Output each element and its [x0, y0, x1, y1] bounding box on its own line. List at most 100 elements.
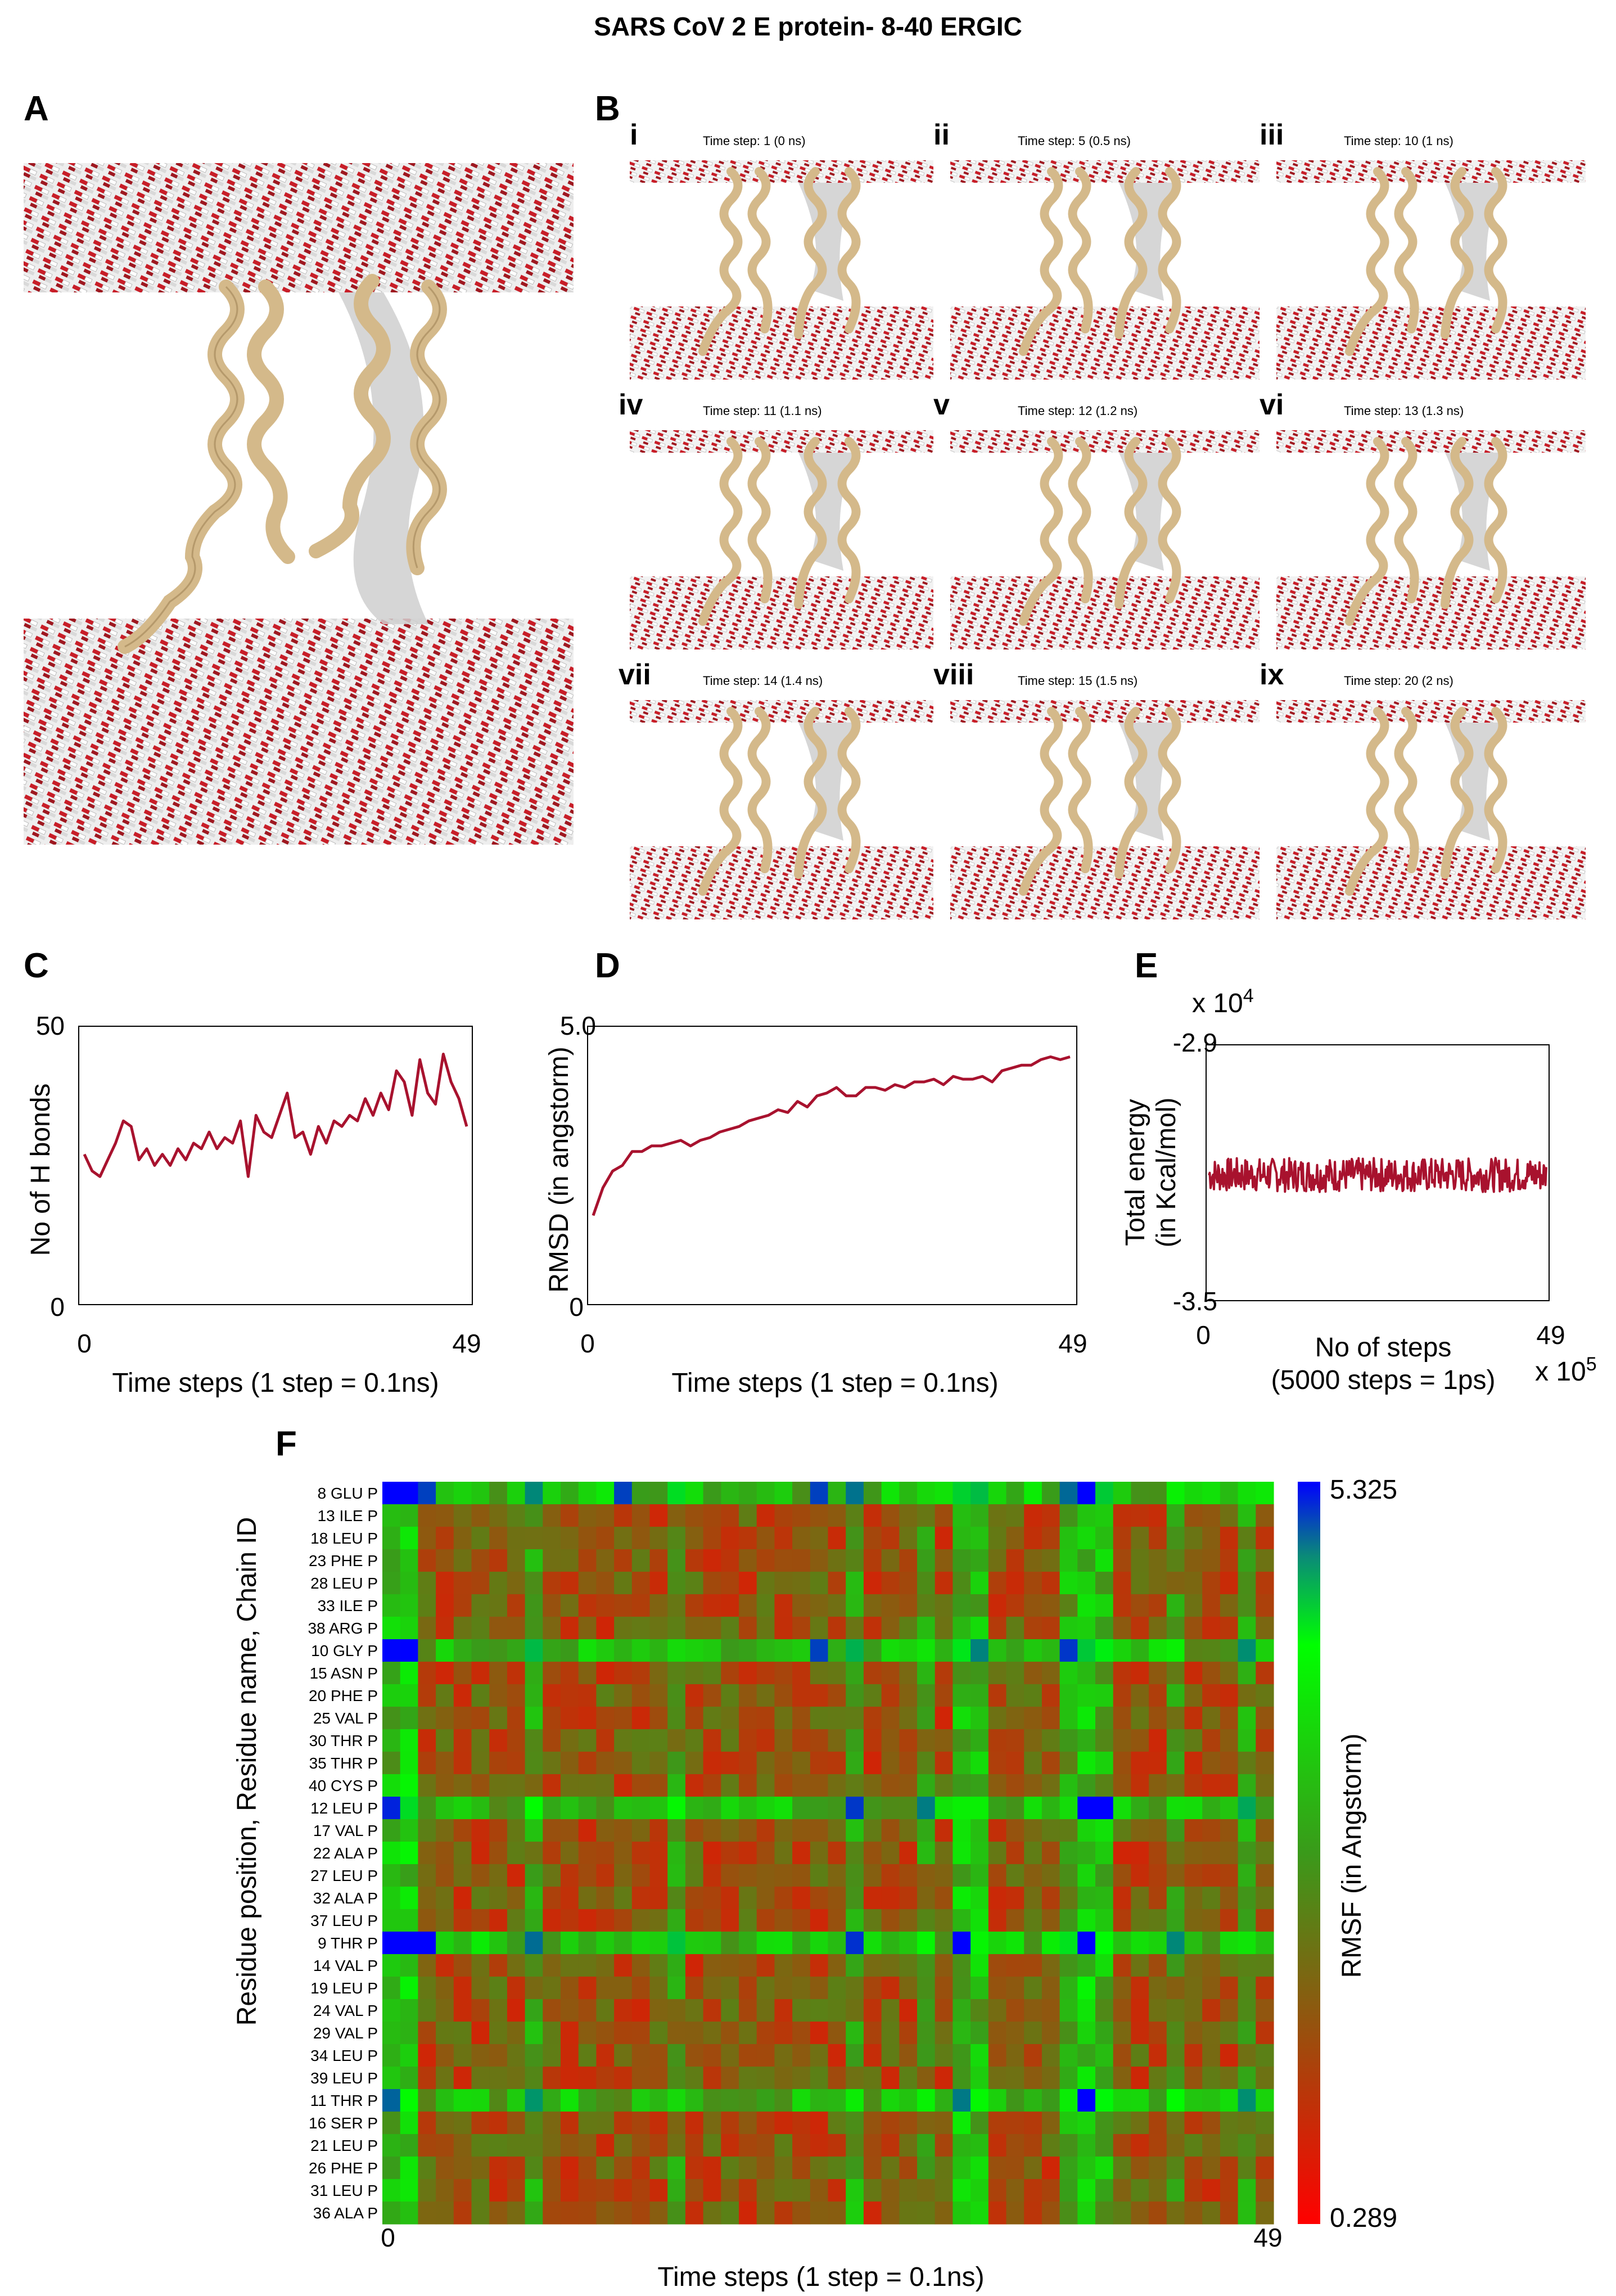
heatmap-cell	[1256, 2202, 1274, 2225]
heatmap-cell	[970, 1707, 989, 1730]
heatmap-cell	[774, 2089, 793, 2112]
heatmap-cell	[418, 1842, 436, 1865]
heatmap-cell	[1131, 1684, 1149, 1707]
heatmap-cell	[631, 2089, 651, 2112]
heatmap-cell	[1202, 1819, 1221, 1842]
heatmap-cell	[578, 1684, 597, 1707]
heatmap-cell	[1220, 2157, 1239, 2180]
heatmap-cell	[1041, 1662, 1060, 1685]
heatmap-cell	[1095, 2067, 1114, 2090]
heatmap-cell	[792, 1999, 811, 2022]
heatmap-cell	[382, 1504, 401, 1527]
heatmap-cell	[810, 1977, 829, 2000]
heatmap-row-label: 9 THR P	[318, 1934, 378, 1952]
heatmap-cell	[739, 1504, 757, 1527]
heatmap-cell	[1238, 1549, 1256, 1572]
f-xtick-right: 49	[1253, 2223, 1282, 2252]
heatmap-cell	[1006, 2067, 1024, 2090]
heatmap-cell	[561, 1932, 579, 1955]
heatmap-cell	[721, 1549, 739, 1572]
heatmap-cell	[436, 1842, 454, 1865]
heatmap-cell	[917, 1819, 936, 1842]
snapshot-cell: vii Time step: 14 (1.4 ns)	[607, 658, 928, 922]
heatmap-cell	[685, 1729, 704, 1752]
heatmap-row-label: 10 GLY P	[311, 1642, 378, 1659]
heatmap-cell	[1041, 1774, 1060, 1797]
heatmap-cell	[1256, 2179, 1274, 2202]
heatmap-cell	[631, 1482, 651, 1505]
heatmap-cell	[489, 1504, 508, 1527]
heatmap-cell	[614, 2202, 633, 2225]
heatmap-cell	[739, 1662, 757, 1685]
heatmap-cell	[525, 1864, 543, 1887]
heatmap-cell	[970, 1954, 989, 1977]
heatmap-cell	[543, 2112, 561, 2135]
heatmap-cell	[703, 1752, 721, 1775]
heatmap-cell	[899, 1639, 918, 1662]
heatmap-cell	[1184, 2134, 1203, 2157]
heatmap-cell	[1024, 2089, 1042, 2112]
heatmap-row-label: 26 PHE P	[309, 2159, 378, 2177]
heatmap-cell	[1113, 1999, 1131, 2022]
heatmap-cell	[917, 1999, 936, 2022]
e-ytick-top: -2.9	[1173, 1028, 1217, 1057]
e-xtick-right: 49	[1536, 1320, 1565, 1350]
heatmap-cell	[1131, 1594, 1149, 1617]
heatmap-cell	[471, 2112, 490, 2135]
heatmap-cell	[1095, 1707, 1114, 1730]
heatmap-cell	[970, 1549, 989, 1572]
heatmap-cell	[881, 1819, 900, 1842]
heatmap-cell	[1149, 1662, 1167, 1685]
heatmap-cell	[1077, 1752, 1096, 1775]
heatmap-cell	[1202, 1684, 1221, 1707]
heatmap-cell	[614, 1684, 633, 1707]
snapshot-roman-label: i	[630, 119, 638, 151]
heatmap-row-label: 39 LEU P	[310, 2069, 378, 2087]
heatmap-cell	[649, 1594, 668, 1617]
snapshot-caption: Time step: 1 (0 ns)	[703, 134, 806, 148]
heatmap-cell	[685, 2134, 704, 2157]
heatmap-cell	[1220, 1752, 1239, 1775]
heatmap-cell	[400, 1752, 418, 1775]
d-ylabel-line1: RMSD (in angstorm)	[544, 1046, 574, 1292]
heatmap-cell	[1238, 2202, 1256, 2225]
heatmap-cell	[1202, 2089, 1221, 2112]
heatmap-cell	[792, 1617, 811, 1640]
heatmap-cell	[1077, 1504, 1096, 1527]
heatmap-cell	[489, 1572, 508, 1595]
heatmap-cell	[846, 2089, 864, 2112]
heatmap-cell	[1202, 2157, 1221, 2180]
heatmap-cell	[596, 2179, 615, 2202]
heatmap-cell	[935, 1752, 953, 1775]
heatmap-cell	[846, 2202, 864, 2225]
c-ytick-top: 50	[36, 1011, 65, 1040]
heatmap-cell	[596, 1549, 615, 1572]
heatmap-cell	[739, 1684, 757, 1707]
heatmap-cell	[899, 1572, 918, 1595]
heatmap-cell	[953, 2112, 971, 2135]
heatmap-cell	[400, 1819, 418, 1842]
heatmap-cell	[953, 1527, 971, 1550]
heatmap-cell	[935, 1819, 953, 1842]
heatmap-cell	[721, 1617, 739, 1640]
heatmap-cell	[382, 1797, 401, 1820]
heatmap-cell	[846, 2157, 864, 2180]
heatmap-cell	[988, 1999, 1007, 2022]
heatmap-cell	[1024, 1977, 1042, 2000]
heatmap-cell	[739, 1977, 757, 2000]
heatmap-cell	[1166, 1572, 1185, 1595]
heatmap-row-label: 16 SER P	[309, 2114, 378, 2132]
heatmap-cell	[631, 1639, 651, 1662]
heatmap-cell	[1006, 1549, 1024, 1572]
heatmap-cell	[970, 2202, 989, 2225]
heatmap-cell	[739, 1572, 757, 1595]
heatmap-cell	[988, 1662, 1007, 1685]
heatmap-cell	[863, 2202, 882, 2225]
heatmap-cell	[1131, 1707, 1149, 1730]
heatmap-row-label: 24 VAL P	[313, 2002, 378, 2019]
heatmap-cell	[1184, 1504, 1203, 1527]
heatmap-cell	[453, 2089, 472, 2112]
heatmap-cell	[418, 1797, 436, 1820]
heatmap-cell	[596, 2022, 615, 2045]
heatmap-cell	[935, 1662, 953, 1685]
